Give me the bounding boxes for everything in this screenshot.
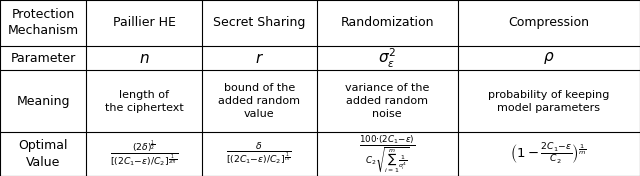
- Text: Randomization: Randomization: [340, 16, 434, 29]
- Text: variance of the
added random
noise: variance of the added random noise: [345, 83, 429, 119]
- Text: $\frac{\delta}{[(2C_1{-}\epsilon)/C_2]^{\frac{1}{m}}}$: $\frac{\delta}{[(2C_1{-}\epsilon)/C_2]^{…: [227, 141, 292, 167]
- Text: Secret Sharing: Secret Sharing: [213, 16, 305, 29]
- Text: Meaning: Meaning: [17, 95, 70, 108]
- Text: $\rho$: $\rho$: [543, 50, 554, 66]
- Text: Parameter: Parameter: [11, 52, 76, 65]
- Text: Protection
Mechanism: Protection Mechanism: [8, 8, 79, 37]
- Text: $n$: $n$: [139, 51, 149, 66]
- Text: $\left(1 - \frac{2C_1{-}\epsilon}{C_2}\right)^{\frac{1}{m}}$: $\left(1 - \frac{2C_1{-}\epsilon}{C_2}\r…: [511, 142, 587, 166]
- Text: bound of the
added random
value: bound of the added random value: [218, 83, 300, 119]
- Text: probability of keeping
model parameters: probability of keeping model parameters: [488, 90, 609, 113]
- Text: $\frac{100{\cdot}(2C_1{-}\epsilon)}{C_2\sqrt{\sum_{i=1}^{m}\frac{1}{\sigma_i^4}}: $\frac{100{\cdot}(2C_1{-}\epsilon)}{C_2\…: [359, 133, 415, 175]
- Text: $\frac{(2\delta)^{\frac{1}{2}}}{[(2C_1{-}\epsilon)/C_2]^{\frac{1}{2m}}}$: $\frac{(2\delta)^{\frac{1}{2}}}{[(2C_1{-…: [110, 139, 178, 169]
- Text: $r$: $r$: [255, 51, 264, 66]
- Text: length of
the ciphertext: length of the ciphertext: [104, 90, 184, 113]
- Text: Optimal
Value: Optimal Value: [19, 140, 68, 168]
- Text: $\sigma_{\epsilon}^{2}$: $\sigma_{\epsilon}^{2}$: [378, 46, 396, 70]
- Text: Compression: Compression: [508, 16, 589, 29]
- Text: Paillier HE: Paillier HE: [113, 16, 175, 29]
